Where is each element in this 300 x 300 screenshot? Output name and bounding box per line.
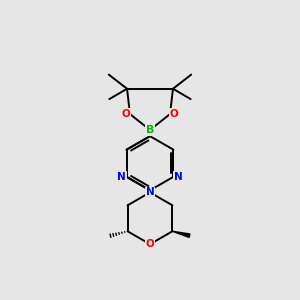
Text: O: O <box>146 239 154 249</box>
Text: B: B <box>146 125 154 135</box>
Polygon shape <box>172 231 190 237</box>
Text: O: O <box>170 109 178 119</box>
Text: N: N <box>118 172 126 182</box>
Text: N: N <box>146 188 154 197</box>
Text: N: N <box>174 172 182 182</box>
Text: O: O <box>122 109 130 119</box>
